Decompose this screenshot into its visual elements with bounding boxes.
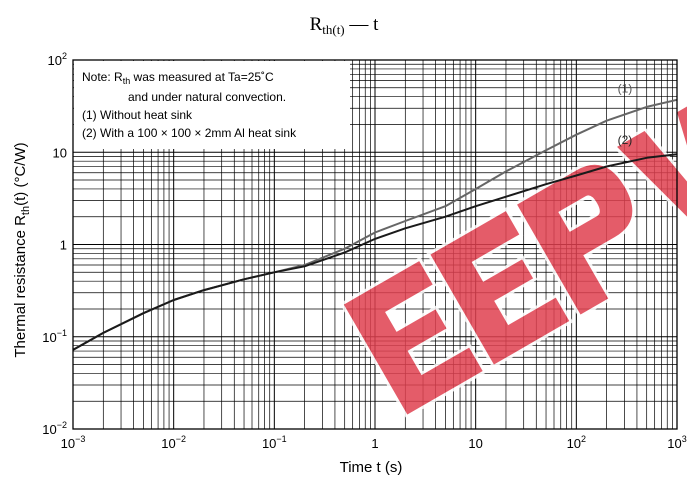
chart-title: Rth(t) — t bbox=[310, 14, 380, 37]
watermark-shape bbox=[339, 66, 687, 419]
watermark-letter-2 bbox=[426, 206, 574, 369]
y-tick-label: 10 bbox=[53, 145, 67, 160]
x-tick-labels: 10−3 10−2 10−1 1 10 102 103 bbox=[61, 434, 687, 451]
note-box: Note: Rth was measured at Ta=25˚C and un… bbox=[74, 61, 350, 149]
x-tick-label: 102 bbox=[567, 434, 586, 451]
y-tick-labels: 10−2 10−1 1 10 102 bbox=[42, 51, 67, 437]
note-line-4: (2) With a 100 × 100 × 2mm Al heat sink bbox=[82, 126, 297, 140]
note-line-3: (1) Without heat sink bbox=[82, 108, 193, 122]
plot-frame bbox=[72, 59, 678, 430]
x-tick-label: 103 bbox=[667, 434, 686, 451]
x-tick-label: 10−1 bbox=[262, 434, 287, 451]
series-labels: (1) (2) bbox=[618, 81, 633, 147]
y-tick-label: 10−2 bbox=[42, 420, 67, 437]
series-label-1: (1) bbox=[618, 81, 633, 95]
series-line-2 bbox=[72, 153, 678, 351]
y-tick-label: 102 bbox=[48, 51, 67, 68]
watermark-logo bbox=[339, 66, 687, 419]
x-tick-label: 10 bbox=[468, 436, 482, 451]
watermark-letter-3 bbox=[512, 161, 636, 319]
watermark-letter-1 bbox=[339, 256, 487, 419]
note-background bbox=[74, 61, 350, 149]
note-line-1: Note: Rth was measured at Ta=25˚C bbox=[82, 70, 274, 86]
y-tick-label: 10−1 bbox=[42, 328, 67, 345]
series-label-2: (2) bbox=[618, 133, 633, 147]
note-line-2: and under natural convection. bbox=[128, 90, 286, 104]
x-tick-label: 10−3 bbox=[61, 434, 86, 451]
x-axis-label: Time t (s) bbox=[340, 459, 403, 476]
x-tick-label: 1 bbox=[371, 436, 378, 451]
y-axis-label: Thermal resistance Rth(t) (°C/W) bbox=[12, 142, 32, 357]
x-tick-label: 10−2 bbox=[161, 434, 186, 451]
series-lines bbox=[72, 98, 678, 351]
y-tick-label: 1 bbox=[60, 238, 67, 253]
